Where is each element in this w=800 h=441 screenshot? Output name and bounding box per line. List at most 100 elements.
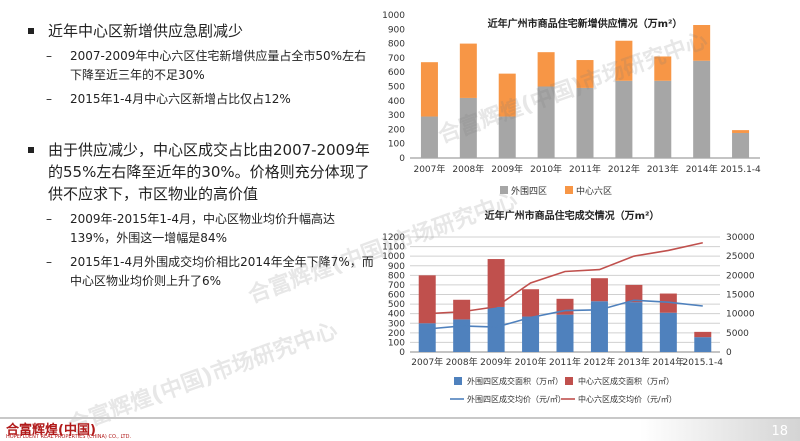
chart1-ytick: 400 [388,97,405,107]
sub-bullet-1-2: 2015年1-4月中心六区新增占比仅占12% [26,90,376,109]
chart2-title: 近年广州市商品住宅成交情况（万m²） [485,209,660,222]
chart2-legend-label: 外围四区成交面积（万㎡） [467,376,563,386]
chart2-bar-center [694,331,712,338]
chart1-bar-outer [498,116,516,158]
chart1-bar-center [537,52,555,87]
chart2-ytick: 400 [388,310,405,320]
chart2-xtick: 2013年 [618,356,650,368]
chart2-ytick: 1200 [382,233,405,243]
chart1-bar-outer [615,80,633,158]
chart2-y2tick: 0 [726,348,732,358]
page-number-box: 18 [640,419,800,441]
chart1-xtick: 2012年 [608,163,640,175]
chart2-xtick: 2012年 [583,356,615,368]
chart2-line-outer [427,299,703,330]
chart2-y2tick: 20000 [726,271,755,281]
bullet-list: 近年中心区新增供应急剧减少 2007-2009年中心六区住宅新增供应量占全市50… [26,20,376,291]
chart1-xtick: 2010年 [530,163,562,175]
chart1-xtick: 2011年 [569,163,601,175]
company-logo: 合富辉煌(中国) [6,423,96,438]
chart2-ytick: 900 [388,262,405,272]
bullet-1: 近年中心区新增供应急剧减少 [26,20,376,42]
chart1-bar-outer [693,60,711,159]
chart1-bar-outer [576,87,594,158]
chart2-bar-outer [625,302,643,352]
chart2-bar-center [522,289,540,317]
chart1-legend-swatch [500,186,508,194]
chart1-xtick: 2013年 [647,163,679,175]
chart1-xtick: 2007年 [413,163,445,175]
chart2-bar-center [590,278,608,302]
chart2-ytick: 100 [388,338,405,348]
chart2-y2tick: 25000 [726,252,755,262]
chart1-title: 近年广州市商品住宅新增供应情况（万m²） [488,17,683,30]
chart1-ytick: 700 [388,54,405,64]
page-number: 18 [771,424,788,439]
chart2-xtick: 2008年 [446,356,478,368]
chart1-ytick: 900 [388,25,405,35]
chart2-legend-label: 外围四区成交均价（元/㎡） [467,394,566,404]
chart2-ytick: 0 [399,348,405,358]
chart2-xtick: 2007年 [411,356,443,368]
chart1-bar-outer [732,132,750,158]
chart2-xtick: 2014年 [652,356,684,368]
chart1-ytick: 100 [388,140,405,150]
chart2-bar-center [487,259,505,307]
chart1-ytick: 300 [388,111,405,121]
chart1-xtick: 2008年 [452,163,484,175]
chart1-bar-center [420,62,438,117]
chart1-ytick: 800 [388,40,405,50]
chart1-bar-center [654,56,672,81]
chart1-ytick: 200 [388,125,405,135]
sub-bullet-2-1: 2009年-2015年1-4月，中心区物业均价升幅高达139%，外围这一增幅是8… [26,210,376,248]
chart2-xtick: 2011年 [549,356,581,368]
chart1-bar-center [459,43,477,98]
chart2-ytick: 300 [388,319,405,329]
chart1-ytick: 500 [388,83,405,93]
chart2-bar-outer [556,314,574,352]
chart2-ytick: 1000 [382,252,405,262]
chart1-bar-outer [459,97,477,158]
chart1-bar-center [576,60,594,88]
chart2-bar-center [453,299,471,320]
chart2-ytick: 600 [388,291,405,301]
footer-divider [0,417,800,419]
chart1-xtick: 2009年 [491,163,523,175]
chart2-ytick: 200 [388,329,405,339]
chart2-bar-outer [418,323,436,352]
company-logo-subtitle: HOPEFLUENT REAL PROPERTIES (CHINA) CO., … [6,434,132,440]
chart1-bar-center [615,40,633,81]
chart1-legend-label: 中心六区 [576,185,612,197]
chart1-legend-swatch [565,186,573,194]
chart1-bar-outer [420,116,438,158]
chart2-y2tick: 30000 [726,233,755,243]
chart1-bar-outer [537,86,555,158]
chart1-ytick: 1000 [382,11,405,21]
chart1-xtick: 2014年 [686,163,718,175]
chart2-bar-center [625,284,643,303]
chart1-bar-center [732,130,750,133]
chart1-legend-label: 外围四区 [511,185,547,197]
sub-bullet-2-2: 2015年1-4月外围成交均价相比2014年全年下降7%，而中心区物业均价则上升… [26,253,376,291]
chart1-bar-center [498,73,516,117]
chart2-bar-outer [453,319,471,352]
chart2-y2tick: 15000 [726,291,755,301]
chart2-bar-center [659,293,677,313]
chart2-bar-outer [659,312,677,352]
footer: 合富辉煌(中国) HOPEFLUENT REAL PROPERTIES (CHI… [0,415,800,441]
chart1-xtick: 2015.1-4 [720,165,761,175]
chart1-ytick: 600 [388,68,405,78]
chart2-bar-outer [694,337,712,352]
chart2-bar-outer [522,316,540,352]
chart2-bar-outer [487,306,505,352]
sub-bullet-1-1: 2007-2009年中心六区住宅新增供应量占全市50%左右下降至近三年的不足30… [26,47,376,85]
chart2-legend-swatch [454,377,462,385]
chart2-legend-label: 中心六区成交面积（万㎡） [578,376,674,386]
chart2-legend-swatch [565,377,573,385]
chart1-ytick: 0 [399,154,405,164]
chart1-bar-center [693,25,711,61]
chart2-y2tick: 10000 [726,310,755,320]
chart2-ytick: 1100 [382,243,405,253]
